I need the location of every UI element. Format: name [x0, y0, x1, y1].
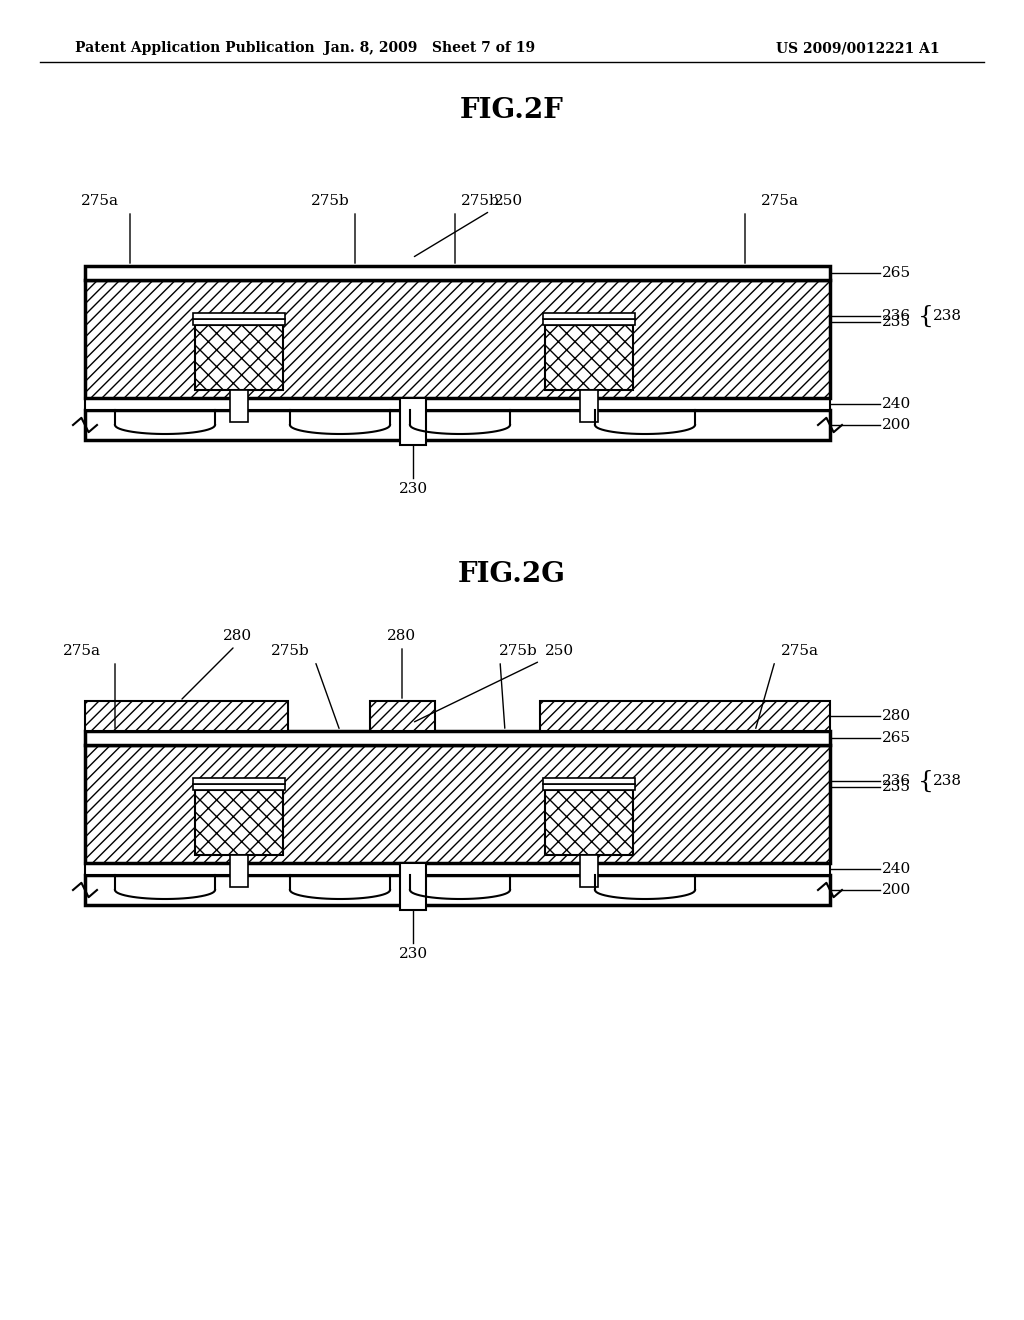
Bar: [230, 389, 248, 422]
Bar: [195, 325, 283, 389]
Text: 240: 240: [882, 862, 911, 876]
Text: 275b: 275b: [270, 644, 309, 657]
Bar: [85, 267, 830, 280]
Bar: [193, 313, 285, 319]
Bar: [545, 789, 633, 855]
Text: {: {: [918, 305, 934, 327]
Bar: [85, 411, 830, 440]
Text: 230: 230: [398, 482, 428, 496]
Bar: [543, 784, 635, 789]
Text: {: {: [918, 770, 934, 792]
Text: 280: 280: [223, 630, 253, 643]
Text: 265: 265: [882, 731, 911, 744]
Text: FIG.2F: FIG.2F: [460, 96, 564, 124]
Text: Patent Application Publication: Patent Application Publication: [75, 41, 314, 55]
Text: 280: 280: [882, 709, 911, 723]
Text: 230: 230: [398, 946, 428, 961]
Bar: [195, 789, 283, 855]
Text: US 2009/0012221 A1: US 2009/0012221 A1: [776, 41, 940, 55]
Text: 250: 250: [494, 194, 523, 209]
Text: 236: 236: [882, 309, 911, 323]
Bar: [193, 777, 285, 784]
Bar: [230, 855, 248, 887]
Text: 236: 236: [882, 774, 911, 788]
Text: 275a: 275a: [761, 194, 799, 209]
Bar: [370, 701, 435, 731]
Bar: [543, 777, 635, 784]
Text: 280: 280: [387, 630, 417, 643]
Text: Jan. 8, 2009   Sheet 7 of 19: Jan. 8, 2009 Sheet 7 of 19: [325, 41, 536, 55]
Text: 235: 235: [882, 315, 911, 329]
Bar: [85, 875, 830, 906]
Text: 275b: 275b: [461, 194, 500, 209]
Bar: [193, 784, 285, 789]
Text: 240: 240: [882, 397, 911, 411]
Bar: [85, 701, 288, 731]
Text: 235: 235: [882, 780, 911, 795]
Bar: [400, 863, 426, 909]
Bar: [545, 325, 633, 389]
Text: 275b: 275b: [499, 644, 538, 657]
Text: FIG.2G: FIG.2G: [458, 561, 566, 589]
Bar: [85, 744, 830, 863]
Text: 238: 238: [933, 774, 962, 788]
Bar: [543, 313, 635, 319]
Bar: [400, 399, 426, 445]
Bar: [580, 389, 598, 422]
Text: 238: 238: [933, 309, 962, 323]
Bar: [580, 855, 598, 887]
Text: 200: 200: [882, 418, 911, 432]
Bar: [540, 701, 830, 731]
Text: 250: 250: [545, 644, 574, 657]
Bar: [85, 731, 830, 744]
Bar: [85, 399, 830, 411]
Text: 200: 200: [882, 883, 911, 898]
Bar: [193, 319, 285, 325]
Text: 275a: 275a: [81, 194, 119, 209]
Bar: [85, 280, 830, 399]
Bar: [543, 319, 635, 325]
Text: 275b: 275b: [310, 194, 349, 209]
Text: 275a: 275a: [781, 644, 819, 657]
Text: 275a: 275a: [63, 644, 101, 657]
Bar: [85, 863, 830, 875]
Text: 265: 265: [882, 267, 911, 280]
